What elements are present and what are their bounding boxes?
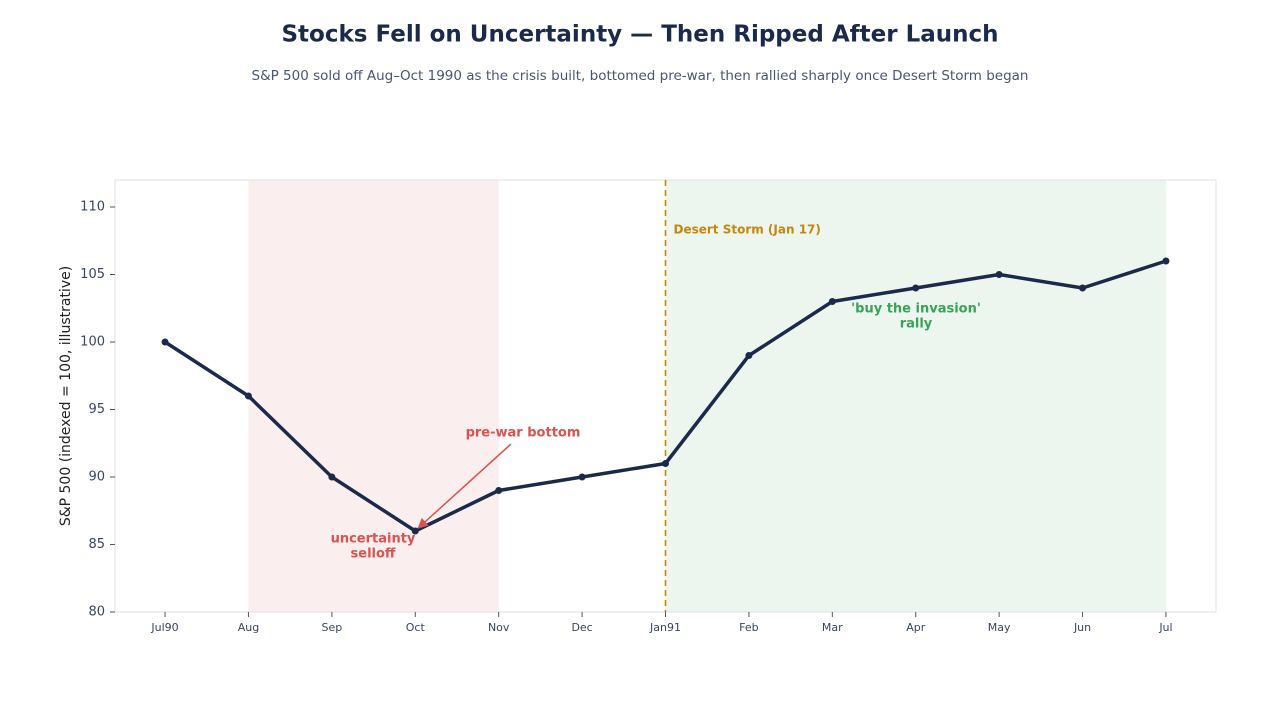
data-point: [495, 487, 503, 494]
chart-subtitle: S&P 500 sold off Aug–Oct 1990 as the cri…: [252, 68, 1029, 84]
x-tick-label: Mar: [822, 621, 843, 634]
data-point: [244, 392, 252, 400]
data-point: [662, 460, 669, 467]
x-tick-label: Jul90: [150, 621, 178, 634]
annotation: rally: [900, 317, 933, 332]
data-point: [1079, 284, 1087, 292]
y-tick-label: 95: [88, 402, 105, 417]
data-point: [578, 473, 586, 481]
data-point: [328, 473, 336, 481]
data-point: [161, 338, 169, 346]
event-label: Desert Storm (Jan 17): [674, 223, 821, 237]
data-point: [1162, 257, 1170, 265]
x-tick-label: Sep: [321, 621, 342, 634]
annotation: 'buy the invasion': [851, 302, 981, 317]
x-tick-label: Oct: [406, 621, 426, 634]
shaded-region: [248, 180, 499, 612]
x-tick-label: Aug: [238, 621, 259, 634]
data-point: [995, 271, 1003, 278]
x-tick-label: May: [988, 621, 1011, 634]
y-tick-label: 80: [88, 605, 105, 620]
annotation-arrow: [417, 443, 512, 529]
y-tick-label: 100: [80, 335, 105, 350]
data-point: [745, 352, 753, 359]
annotation: selloff: [351, 547, 396, 562]
y-axis-label: S&P 500 (indexed = 100, illustrative): [58, 266, 74, 526]
data-point: [912, 284, 920, 292]
y-tick-label: 90: [88, 470, 105, 485]
y-tick-label: 105: [80, 267, 105, 282]
x-tick-label: Jul: [1158, 621, 1172, 634]
x-tick-label: Nov: [488, 621, 510, 634]
data-point: [828, 298, 836, 305]
chart-title: Stocks Fell on Uncertainty — Then Ripped…: [281, 22, 998, 48]
shaded-region: [665, 180, 1166, 612]
data-point: [411, 527, 419, 535]
annotation: uncertainty: [331, 532, 416, 547]
x-tick-label: Apr: [906, 621, 926, 634]
x-tick-label: Dec: [571, 621, 592, 634]
x-tick-label: Jun: [1073, 621, 1091, 634]
x-tick-label: Feb: [739, 621, 758, 634]
y-tick-label: 85: [88, 537, 105, 552]
x-tick-label: Jan91: [649, 621, 681, 634]
y-tick-label: 110: [80, 200, 105, 215]
annotation: pre-war bottom: [466, 426, 581, 441]
